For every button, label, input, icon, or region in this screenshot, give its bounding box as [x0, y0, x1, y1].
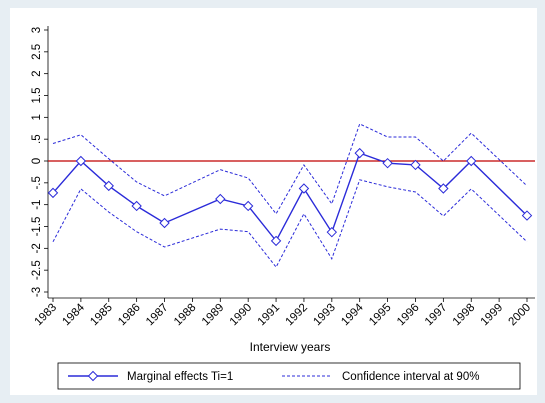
marker: [75, 155, 87, 167]
plot-region: [10, 8, 537, 395]
y-tick-label: -.5: [31, 176, 43, 189]
y-tick-label: 2: [31, 70, 43, 76]
marker: [521, 210, 533, 221]
ci-line: [52, 179, 528, 269]
marker: [215, 193, 226, 205]
marker: [466, 155, 477, 167]
y-tick-label: .5: [31, 134, 43, 144]
x-axis-label: Interview years: [250, 340, 331, 354]
y-tick-label: 2.5: [31, 44, 43, 60]
marker: [354, 147, 365, 159]
y-tick-label: 3: [31, 27, 43, 33]
series-line: [52, 152, 528, 243]
legend-label: Marginal effects Ti=1: [127, 371, 233, 383]
legend-marker: [87, 370, 99, 382]
marker: [270, 235, 282, 247]
marker: [326, 226, 338, 238]
marker: [242, 200, 254, 212]
marker: [410, 159, 421, 171]
y-tick-label: 1: [31, 114, 43, 120]
marker: [298, 183, 310, 194]
y-tick-label: 1.5: [31, 88, 43, 104]
y-tick-label: 0: [31, 158, 43, 164]
marker: [131, 200, 142, 212]
marker: [47, 187, 59, 199]
y-tick-label: -1: [31, 200, 43, 210]
marker: [382, 157, 393, 169]
y-tick-label: -2: [31, 243, 43, 253]
y-tick-label: -2.5: [31, 260, 43, 280]
legend-label: Confidence interval at 90%: [342, 371, 479, 383]
marker: [438, 183, 449, 194]
ci-line: [52, 123, 528, 215]
y-tick-label: -1.5: [31, 217, 43, 237]
marker: [159, 217, 170, 229]
y-tick-label: -3: [31, 287, 43, 297]
marker: [103, 180, 114, 192]
